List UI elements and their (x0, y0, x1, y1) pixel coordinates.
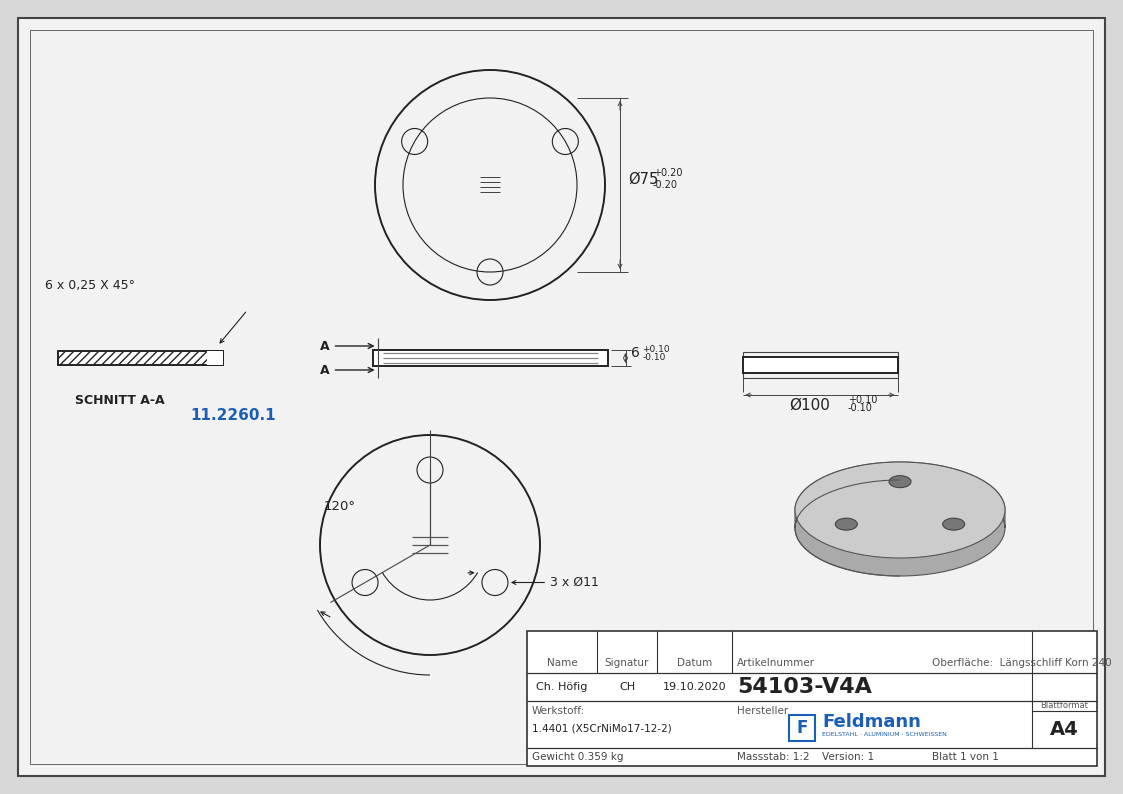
Text: +0.10: +0.10 (642, 345, 670, 353)
Text: Hersteller: Hersteller (737, 706, 788, 716)
Text: Ø75: Ø75 (628, 172, 658, 187)
Text: -0.10: -0.10 (848, 403, 873, 413)
Text: Massstab: 1:2: Massstab: 1:2 (737, 752, 810, 762)
Ellipse shape (795, 462, 1005, 558)
Ellipse shape (942, 518, 965, 530)
Bar (789, 715, 815, 742)
Text: Version: 1: Version: 1 (822, 752, 874, 762)
Bar (207, 351, 222, 365)
Bar (742, 352, 897, 378)
Text: EDELSTAHL · ALUMINIUM · SCHWEISSEN: EDELSTAHL · ALUMINIUM · SCHWEISSEN (822, 732, 947, 737)
Text: 54103-V4A: 54103-V4A (737, 677, 871, 697)
Text: 120°: 120° (325, 500, 356, 514)
Text: SCHNITT A-A: SCHNITT A-A (75, 394, 165, 407)
Text: A: A (320, 340, 329, 353)
Text: -0.10: -0.10 (642, 353, 666, 361)
Ellipse shape (889, 476, 911, 488)
Text: 6 x 0,25 X 45°: 6 x 0,25 X 45° (45, 279, 135, 292)
Text: 11.2260.1: 11.2260.1 (190, 407, 275, 422)
Text: A: A (320, 364, 329, 376)
Text: 3 x Ø11: 3 x Ø11 (512, 576, 599, 589)
Text: Gewicht 0.359 kg: Gewicht 0.359 kg (532, 752, 623, 762)
Text: 6: 6 (630, 346, 639, 360)
Text: Blattformat: Blattformat (1041, 701, 1088, 711)
Bar (57, 351, 222, 365)
Text: F: F (796, 719, 807, 738)
Text: -0.20: -0.20 (652, 180, 678, 190)
Bar (527, 631, 1097, 766)
Text: +0.10: +0.10 (848, 395, 877, 405)
Text: Artikelnummer: Artikelnummer (737, 658, 815, 668)
Text: Blatt 1 von 1: Blatt 1 von 1 (932, 752, 998, 762)
Text: Signatur: Signatur (605, 658, 649, 668)
Text: Datum: Datum (677, 658, 712, 668)
Text: Ch. Höfig: Ch. Höfig (537, 682, 587, 692)
Ellipse shape (836, 518, 857, 530)
Text: Ø100: Ø100 (789, 398, 830, 413)
Text: Werkstoff:: Werkstoff: (532, 706, 585, 716)
Text: Feldmann: Feldmann (822, 713, 921, 731)
Polygon shape (795, 462, 1005, 528)
Bar (742, 357, 897, 373)
Text: 1.4401 (X5CrNiMo17-12-2): 1.4401 (X5CrNiMo17-12-2) (532, 723, 672, 734)
Text: Oberfläche:  Längsschliff Korn 240: Oberfläche: Längsschliff Korn 240 (932, 658, 1112, 668)
Ellipse shape (795, 480, 1005, 576)
Text: Name: Name (547, 658, 577, 668)
Text: +0.20: +0.20 (652, 168, 683, 178)
Bar (373, 350, 608, 366)
Text: 19.10.2020: 19.10.2020 (663, 682, 727, 692)
Text: A4: A4 (1050, 719, 1079, 738)
Text: CH: CH (619, 682, 636, 692)
